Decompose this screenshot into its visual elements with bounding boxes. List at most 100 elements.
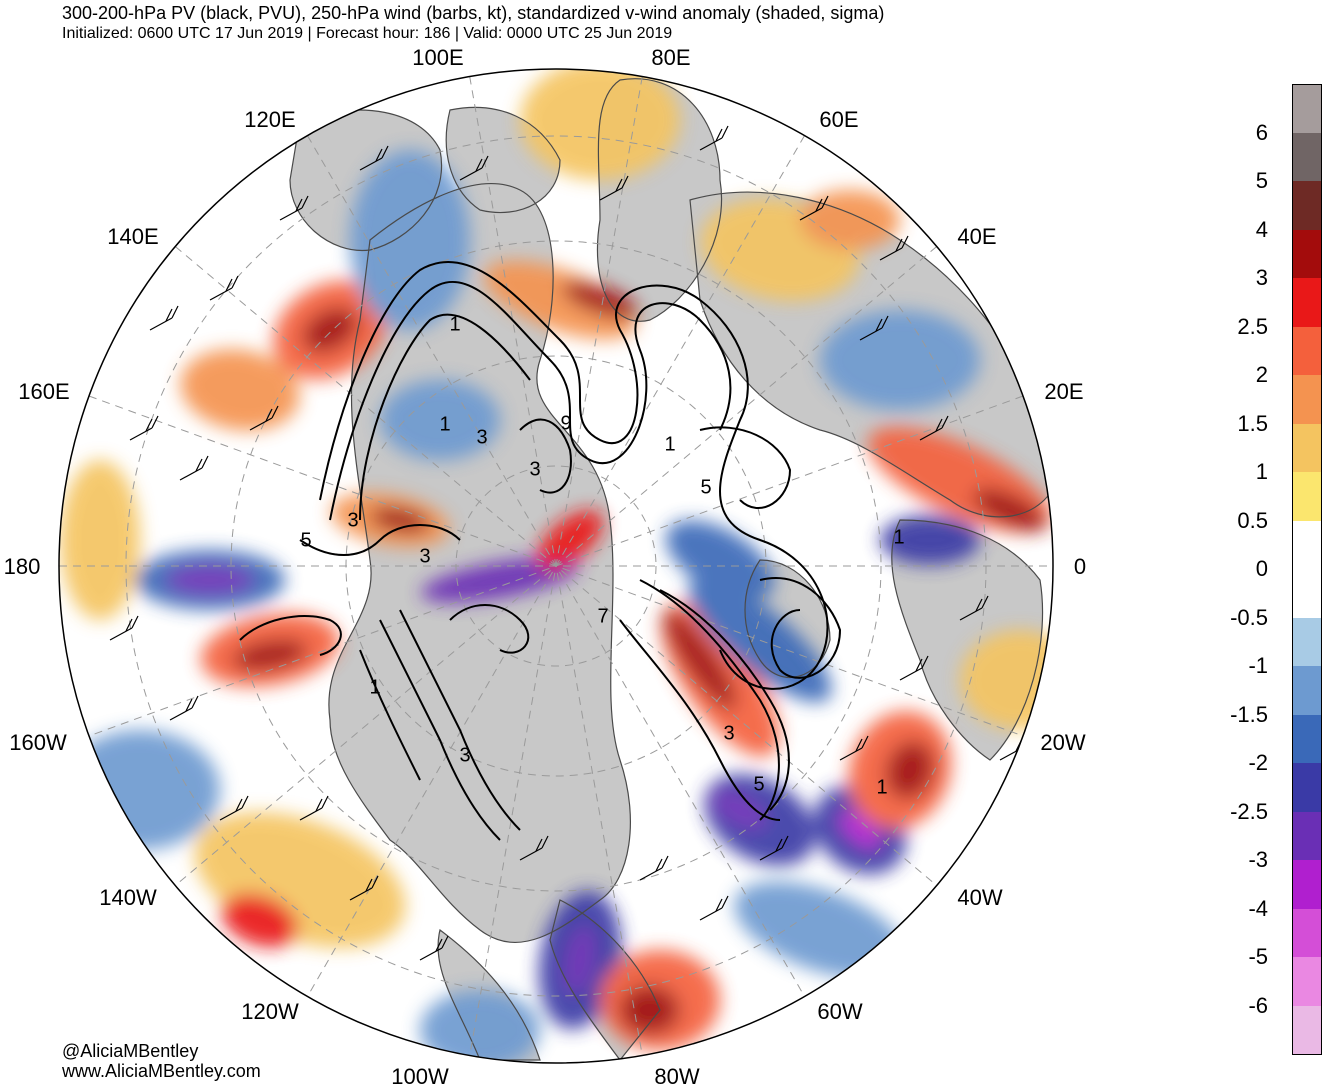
colorbar-swatch [1292, 1005, 1322, 1055]
pv-contour-label: 3 [529, 458, 540, 480]
coastline [445, 106, 561, 214]
colorbar-swatch [1292, 666, 1322, 715]
colorbar-label: 1.5 [1237, 410, 1268, 436]
anomaly-blob [663, 610, 737, 710]
anomaly-blob [800, 190, 900, 250]
anomaly-blob [60, 460, 140, 620]
longitude-label: 80E [651, 45, 691, 70]
longitude-label: 160E [18, 379, 70, 404]
pv-contour-label: 7 [597, 605, 608, 627]
pv-contour-label: 1 [439, 413, 450, 435]
pv-contour-label: 1 [876, 776, 887, 798]
pv-contour-label: 5 [700, 476, 711, 498]
longitude-label: 60E [819, 107, 859, 132]
longitude-label: 60W [817, 999, 863, 1024]
wind-barb [249, 405, 279, 431]
wind-barb [699, 125, 729, 151]
landmass [328, 183, 631, 943]
wind-barb [519, 835, 549, 861]
colorbar-label: 2 [1255, 362, 1268, 387]
pv-contour-label: 5 [753, 773, 764, 795]
anomaly-blob [973, 488, 1047, 532]
colorbar-label: 6 [1255, 119, 1268, 145]
pv-contour-label: 1 [664, 433, 675, 455]
coastline [891, 519, 1044, 761]
longitude-label: 120E [244, 107, 296, 132]
colorbar-swatch [1292, 617, 1322, 667]
anomaly-blob [221, 892, 299, 948]
coastline [744, 559, 831, 678]
wind-barb [839, 735, 869, 761]
wind-barb [959, 595, 989, 621]
anomaly-layer [60, 69, 1053, 1063]
colorbar-label: -1.5 [1230, 701, 1268, 727]
longitude-label: 180 [3, 554, 41, 579]
colorbar-label: -0.5 [1230, 604, 1268, 630]
graticule-layer [59, 76, 1053, 1056]
colorbar-swatch [1292, 811, 1322, 861]
wind-barb [919, 415, 949, 441]
colorbar-label: 0 [1255, 556, 1268, 581]
wind-barb [639, 855, 669, 881]
pv-contour-label: 1 [369, 676, 380, 698]
colorbar-swatch [1292, 181, 1322, 230]
wind-barb [799, 195, 829, 221]
pv-contour-label: 3 [347, 509, 358, 531]
pv-contour [379, 619, 501, 841]
anomaly-blob [820, 310, 980, 410]
longitude-label: 140W [99, 885, 157, 910]
anomaly-blob [370, 507, 430, 533]
pv-contour-label: 3 [419, 545, 430, 567]
colorbar-label: -2.5 [1230, 798, 1268, 824]
credit-twitter: @AliciaMBentley [62, 1041, 199, 1061]
wind-barb [179, 455, 209, 481]
anomaly-blob [839, 811, 881, 849]
pv-contour-label: 1 [893, 526, 904, 548]
colorbar-label: -2 [1248, 750, 1268, 775]
pv-contour [239, 615, 342, 656]
colorbar-swatch [1292, 860, 1322, 909]
longitude-label: 40W [957, 885, 1003, 910]
anomaly-blob [665, 520, 775, 600]
anomaly-blob [712, 790, 768, 830]
wind-barb [759, 835, 789, 861]
wind-barb [209, 275, 239, 301]
pv-contour-label: 3 [723, 722, 734, 744]
anomaly-blob [484, 260, 636, 340]
longitude-label: 120W [241, 999, 299, 1024]
colorbar-label: 4 [1255, 216, 1268, 242]
colorbar-swatch [1292, 229, 1322, 279]
pv-contour [759, 577, 842, 679]
wind-barb [299, 795, 329, 821]
anomaly-blob [60, 730, 220, 850]
pv-contour [329, 281, 732, 521]
colorbar-label: 0.5 [1237, 507, 1268, 533]
longitude-label: 20W [1040, 730, 1086, 755]
pv-contour [299, 524, 461, 556]
anomaly-blob [562, 281, 638, 319]
pv-contour [639, 579, 780, 821]
coastline [689, 191, 1053, 518]
pv-contour [319, 261, 829, 690]
wind-barb [899, 655, 929, 681]
wind-barb [699, 895, 729, 921]
colorbar-swatch [1292, 520, 1322, 570]
colorbar-swatch [1292, 569, 1322, 618]
wind-barb [359, 145, 389, 171]
anomaly-blob [165, 565, 255, 595]
colorbar-swatch [1292, 375, 1322, 424]
wind-barb [169, 695, 199, 721]
wind-barb [459, 155, 489, 181]
coastline [437, 928, 541, 1061]
wind-barb [219, 795, 249, 821]
colorbar-label: -6 [1248, 992, 1268, 1018]
anomaly-blob [620, 985, 680, 1035]
colorbar-swatch [1292, 423, 1322, 473]
coastline [596, 78, 722, 322]
anomaly-blob [564, 925, 596, 995]
anomaly-blob [232, 638, 308, 672]
anomaly-blob [380, 380, 500, 460]
anomaly-blob [880, 515, 980, 565]
colorbar-label: -5 [1248, 944, 1268, 969]
